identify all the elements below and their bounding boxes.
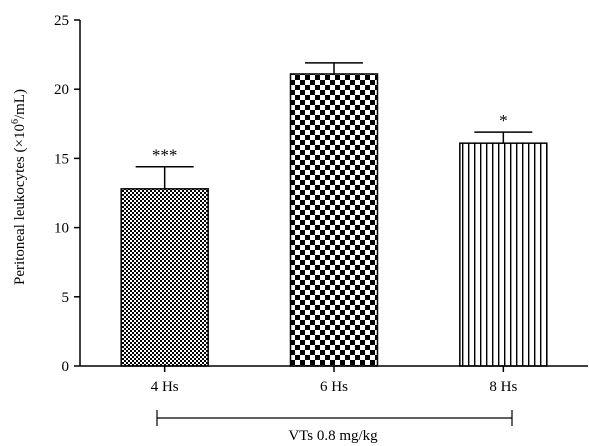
bar-6-hs bbox=[289, 73, 379, 367]
significance-marker: * bbox=[499, 111, 508, 130]
y-tick-label: 0 bbox=[62, 359, 70, 375]
x-tick-label: 4 Hs bbox=[151, 379, 179, 395]
bar-8-hs bbox=[459, 142, 548, 367]
y-tick-label: 25 bbox=[54, 13, 69, 29]
y-tick-label: 10 bbox=[54, 221, 69, 237]
y-axis-label-main: Peritoneal leukocytes (×10 bbox=[12, 124, 28, 285]
y-axis-label-tail: /mL) bbox=[12, 89, 28, 119]
y-tick-label: 20 bbox=[54, 82, 69, 98]
x-tick-label: 6 Hs bbox=[320, 379, 348, 395]
y-axis-label-superscript: 6 bbox=[10, 119, 21, 124]
y-tick-label: 15 bbox=[54, 151, 69, 167]
y-axis-label: Peritoneal leukocytes (×106/mL) bbox=[10, 89, 28, 285]
group-label: VTs 0.8 mg/kg bbox=[288, 428, 378, 444]
y-tick-label: 5 bbox=[62, 290, 70, 306]
bar-4-hs bbox=[120, 188, 209, 367]
x-tick-label: 8 Hs bbox=[489, 379, 517, 395]
bars-layer: **** bbox=[120, 62, 548, 367]
axes: 0 5 10 15 20 25 4 Hs 6 Hs 8 Hs bbox=[54, 13, 588, 395]
significance-marker: *** bbox=[152, 146, 178, 165]
